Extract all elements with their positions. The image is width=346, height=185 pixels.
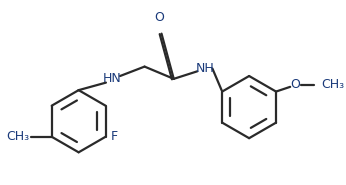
Text: CH₃: CH₃ [6,130,29,143]
Text: HN: HN [103,72,122,85]
Text: CH₃: CH₃ [321,78,344,91]
Text: O: O [290,78,300,91]
Text: O: O [155,11,165,24]
Text: NH: NH [195,62,214,75]
Text: F: F [110,130,117,143]
